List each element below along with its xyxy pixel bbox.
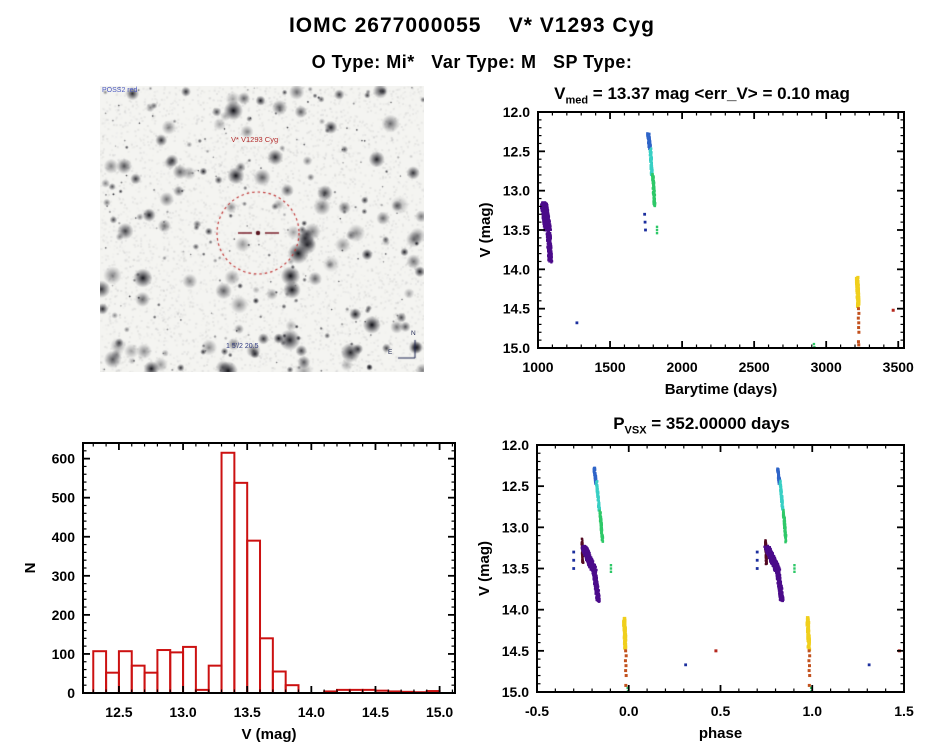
svg-text:600: 600 [52,451,76,467]
svg-text:12.5: 12.5 [503,143,530,159]
svg-text:13.5: 13.5 [234,704,261,720]
svg-text:14.0: 14.0 [503,261,530,277]
svg-text:1000: 1000 [522,359,553,375]
svg-text:14.5: 14.5 [362,704,389,720]
compass-east-label: E [388,349,393,356]
lightcurve-svg: 1000 1500 2000 2500 3000 3500 12.0 12.5 13.0 13.5… [477,104,914,398]
finder-caption: 1 5'/2 20.5 [226,343,259,350]
svg-text:14.5: 14.5 [503,301,530,317]
svg-text:12.5: 12.5 [502,478,529,494]
svg-text:12.0: 12.0 [503,104,530,120]
phase-svg: -0.5 0.0 0.5 1.0 1.5 12.0 12.5 13.0 13.5 14.0 14.5… [476,437,914,742]
lightcurve-title-rest: = 13.37 mag <err_V> = 0.10 mag [588,84,850,103]
magnitude-histogram: 12.5 13.0 13.5 14.0 14.5 15.0 0 100 200 300 400 500… [17,433,483,747]
svg-text:13.5: 13.5 [502,561,529,577]
lightcurve-axes-box [537,111,905,349]
phase-title-sub: VSX [624,424,647,437]
svg-text:3500: 3500 [883,359,914,375]
phase-title: PVSX = 352.00000 days [471,414,932,436]
svg-text:13.0: 13.0 [503,183,530,199]
svg-text:13.0: 13.0 [502,519,529,535]
page-title: IOMC 2677000055 V* V1293 Cyg [288,14,656,37]
phase-ylabel: V (mag) [476,541,493,596]
svg-text:1.5: 1.5 [894,703,914,719]
lightcurve-data-layer [540,132,895,348]
histogram-svg: 12.5 13.0 13.5 14.0 14.5 15.0 0 100 200 300 400 500… [22,442,456,743]
lightcurve-title-sub: med [565,94,589,107]
histogram-ylabel: N [22,563,39,574]
svg-text:15.0: 15.0 [502,684,529,700]
svg-text:-0.5: -0.5 [525,703,549,719]
page-subtitle: O Type: Mi* Var Type: M SP Type: [311,52,633,72]
svg-text:100: 100 [52,646,76,662]
svg-text:0.0: 0.0 [619,703,639,719]
svg-text:12.0: 12.0 [502,437,529,453]
starfield-image [100,86,424,372]
phase-xlabel: phase [699,725,742,742]
svg-text:400: 400 [52,529,76,545]
phase-data-layer [572,466,901,692]
svg-text:15.0: 15.0 [503,340,530,356]
svg-text:14.5: 14.5 [502,643,529,659]
svg-text:1.0: 1.0 [803,703,823,719]
lightcurve-title-main: V [554,84,566,103]
lightcurve-ylabel: V (mag) [477,202,494,257]
lightcurve-xlabel: Barytime (days) [665,381,778,398]
svg-text:13.5: 13.5 [503,222,530,238]
lightcurve-plot: 1000 1500 2000 2500 3000 3500 12.0 12.5 13.0 13.5… [472,102,932,409]
svg-text:14.0: 14.0 [298,704,325,720]
histogram-xlabel: V (mag) [241,726,296,743]
svg-text:0: 0 [67,685,75,701]
phase-title-rest: = 352.00000 days [646,414,790,433]
svg-text:0.5: 0.5 [711,703,731,719]
svg-text:300: 300 [52,568,76,584]
svg-text:200: 200 [52,607,76,623]
svg-text:500: 500 [52,490,76,506]
svg-text:13.0: 13.0 [169,704,196,720]
svg-text:15.0: 15.0 [426,704,453,720]
svg-text:2500: 2500 [739,359,770,375]
histogram-axes-box [82,442,456,694]
svg-text:14.0: 14.0 [502,602,529,618]
phase-title-main: P [613,414,625,433]
target-label: V* V1293 Cyg [231,135,279,144]
phase-plot: -0.5 0.0 0.5 1.0 1.5 12.0 12.5 13.0 13.5 14.0 14.5… [471,435,932,747]
lightcurve-title: Vmed = 13.37 mag <err_V> = 0.10 mag [472,84,932,106]
compass-north-label: N [411,330,416,337]
svg-text:12.5: 12.5 [105,704,132,720]
finder-chart: POSS2 red V* V1293 Cyg 1 5'/2 20.5 N E [100,86,424,372]
svg-text:2000: 2000 [667,359,698,375]
svg-text:3000: 3000 [811,359,842,375]
survey-label: POSS2 red [102,87,138,94]
svg-text:1500: 1500 [594,359,625,375]
histogram-data-layer [92,451,441,693]
